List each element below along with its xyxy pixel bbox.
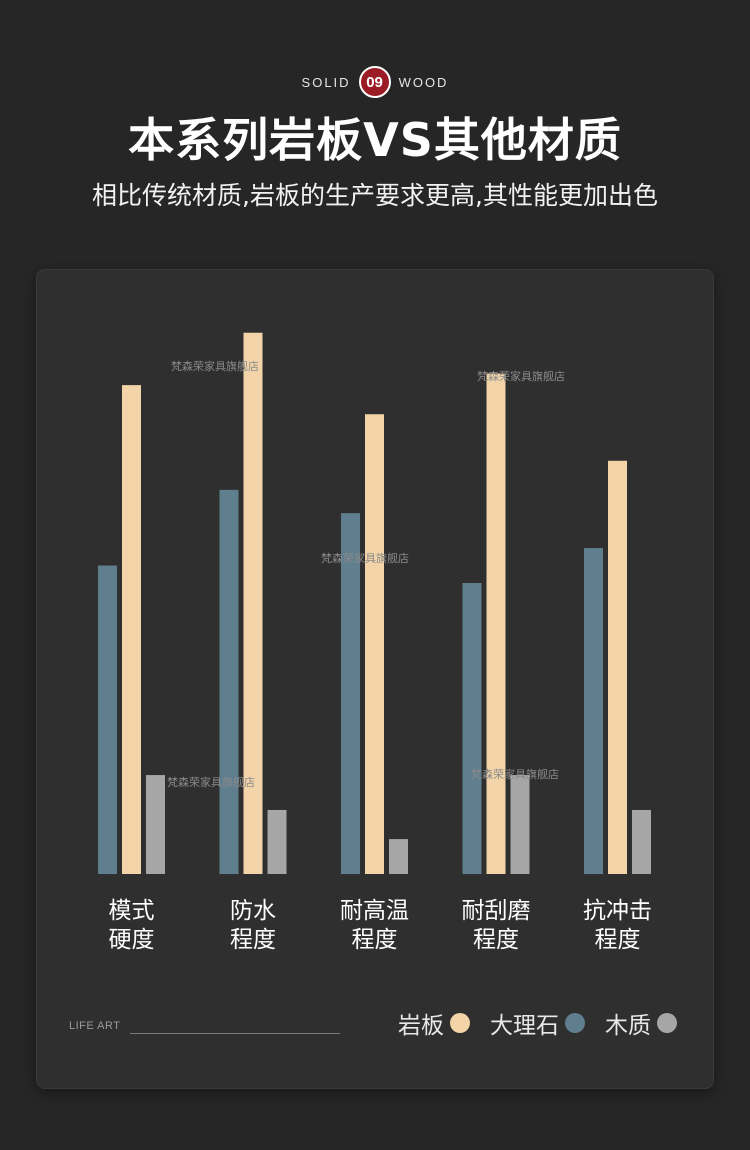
legend-item-1: 岩板: [398, 1006, 470, 1040]
chart-panel: 模式 硬度 防水 程度 耐高温 程度 耐刮磨 程度 抗冲击 程度 梵森荣家具旗舰店 梵森荣家具旗舰店梵…: [37, 270, 713, 1088]
watermark-text-4: 梵森荣家具旗舰店: [471, 767, 559, 781]
category-label-4-0: 抗冲击: [583, 898, 652, 924]
bar-岩板-4: [608, 460, 627, 874]
bar-大理石-3: [462, 583, 482, 874]
category-label-1-0: 防水: [230, 898, 276, 924]
comparison-bar-chart: 模式硬度防水程度耐高温程度耐刮磨程度抗冲击程度梵森荣家具旗舰店梵森荣家具旗舰店梵…: [98, 332, 652, 953]
watermark-text-0: 梵森荣家具旗舰店: [171, 359, 259, 373]
life-art-label: LIFE ART: [69, 1020, 121, 1032]
badge-number-circle: 09: [358, 66, 391, 98]
legend-label-2: 木质: [605, 1013, 651, 1039]
legend-dot-0: [565, 1013, 585, 1033]
category-label-2-1: 程度: [352, 927, 398, 953]
bar-岩板-3: [486, 373, 506, 874]
bar-大理石-2: [341, 513, 360, 874]
bar-岩板-2: [365, 414, 384, 874]
chart-legend: 岩板 大理石 木质: [378, 1006, 677, 1040]
category-label-3-1: 程度: [473, 927, 519, 953]
bar-木质-1: [267, 809, 287, 874]
category-label-0-0: 模式: [109, 898, 155, 924]
legend-dot-1: [450, 1013, 470, 1033]
bar-大理石-0: [98, 565, 117, 874]
bar-木质-3: [510, 775, 530, 874]
category-label-1-1: 程度: [230, 927, 276, 953]
legend-label-0: 大理石: [490, 1013, 559, 1039]
category-label-0-1: 硬度: [109, 927, 155, 953]
category-label-4-1: 程度: [595, 927, 641, 953]
page-subtitle: 相比传统材质,岩板的生产要求更高,其性能更加出色: [92, 181, 658, 210]
category-label-2-0: 耐高温: [340, 898, 409, 924]
legend-item-2: 木质: [605, 1006, 677, 1040]
legend-label-1: 岩板: [398, 1013, 444, 1039]
bar-木质-4: [632, 809, 651, 874]
badge-wood-text: WOOD: [398, 74, 449, 90]
legend-item-0: 大理石: [490, 1006, 585, 1040]
bar-岩板-1: [243, 332, 263, 874]
bar-木质-0: [146, 775, 165, 874]
bar-木质-2: [389, 839, 408, 874]
watermark-text-1: 梵森荣家具旗舰店: [477, 369, 565, 383]
legend-dot-2: [657, 1013, 677, 1033]
bar-岩板-0: [122, 385, 141, 874]
watermark-text-3: 梵森荣家具旗舰店: [167, 775, 255, 789]
page-title: 本系列岩板VS其他材质: [128, 113, 622, 167]
footer-divider: [130, 1033, 340, 1034]
bar-大理石-1: [219, 489, 239, 874]
brand-badge: SOLID 09 WOOD: [0, 64, 750, 100]
badge-solid-text: SOLID: [301, 74, 351, 90]
bar-大理石-4: [584, 548, 603, 874]
category-label-3-0: 耐刮磨: [462, 898, 531, 924]
watermark-text-2: 梵森荣家具旗舰店: [321, 551, 409, 565]
